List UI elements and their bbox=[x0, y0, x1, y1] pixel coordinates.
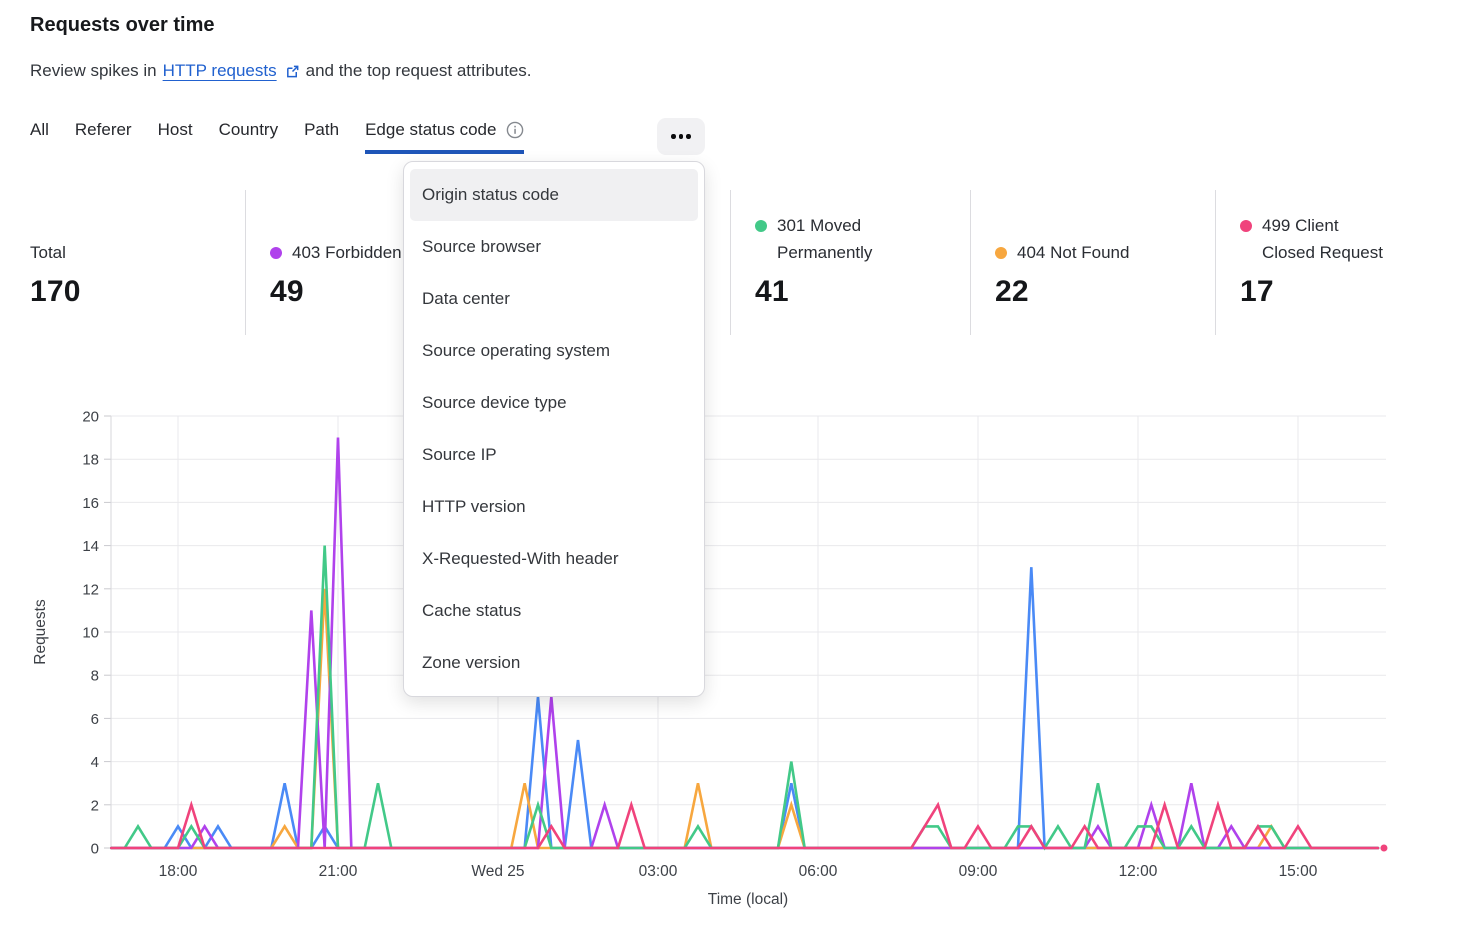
menu-item-zone-version[interactable]: Zone version bbox=[422, 653, 521, 672]
svg-text:6: 6 bbox=[91, 711, 99, 728]
subtitle: Review spikes in HTTP requests and the t… bbox=[30, 61, 532, 81]
svg-text:09:00: 09:00 bbox=[959, 863, 998, 880]
menu-item-origin-status-code[interactable]: Origin status code bbox=[410, 169, 698, 221]
requests-chart: 0 2 4 6 8 10 12 14 16 18 20 18:00 21:00 Wed 25 03:00 06… bbox=[0, 392, 1458, 937]
svg-text:06:00: 06:00 bbox=[799, 863, 838, 880]
svg-text:2: 2 bbox=[91, 797, 99, 814]
stat-value: 49 bbox=[270, 275, 304, 308]
svg-text:16: 16 bbox=[82, 495, 99, 512]
http-requests-link[interactable]: HTTP requests bbox=[162, 61, 277, 80]
svg-text:14: 14 bbox=[82, 538, 99, 555]
menu-item-source-device-type[interactable]: Source device type bbox=[422, 393, 567, 412]
stat-value: 41 bbox=[755, 275, 789, 308]
stat-label: 404 Not Found bbox=[995, 240, 1205, 266]
legend-dot bbox=[755, 220, 767, 233]
svg-text:18: 18 bbox=[82, 452, 99, 469]
stat-label: Total bbox=[30, 242, 66, 262]
stat-404-not-found: 404 Not Found 22 bbox=[970, 190, 1215, 335]
menu-item-source-ip[interactable]: Source IP bbox=[422, 445, 497, 464]
svg-text:Requests: Requests bbox=[32, 599, 49, 665]
stat-403-forbidden: 403 Forbidden 49 bbox=[245, 190, 730, 335]
svg-text:12: 12 bbox=[82, 581, 99, 598]
menu-item-x-requested-with-header[interactable]: X-Requested-With header bbox=[422, 549, 619, 568]
stat-499-client: 499 Client Closed Request 17 bbox=[1215, 190, 1458, 335]
svg-text:20: 20 bbox=[82, 409, 99, 426]
tab-host[interactable]: Host bbox=[157, 120, 193, 139]
stat-label: 499 Client Closed Request bbox=[1240, 213, 1448, 266]
svg-text:4: 4 bbox=[91, 754, 99, 771]
svg-text:10: 10 bbox=[82, 625, 99, 642]
menu-item-http-version[interactable]: HTTP version bbox=[422, 497, 526, 516]
tab-path[interactable]: Path bbox=[304, 120, 340, 139]
page-title: Requests over time bbox=[30, 14, 215, 36]
menu-item-data-center[interactable]: Data center bbox=[422, 289, 510, 308]
tab-referer[interactable]: Referer bbox=[74, 120, 132, 139]
svg-text:0: 0 bbox=[91, 841, 99, 858]
tab-edge-status-code[interactable]: Edge status code bbox=[365, 120, 525, 154]
stat-value: 22 bbox=[995, 275, 1029, 308]
ellipsis-icon bbox=[671, 134, 676, 139]
svg-text:Time (local): Time (local) bbox=[708, 891, 788, 908]
legend-dot bbox=[995, 246, 1007, 259]
svg-text:03:00: 03:00 bbox=[639, 863, 678, 880]
line-chart-svg: 0 2 4 6 8 10 12 14 16 18 20 18:00 21:00 Wed 25 03:00 06… bbox=[32, 409, 1388, 908]
subtitle-prefix: Review spikes in bbox=[30, 61, 157, 80]
stat-value: 17 bbox=[1240, 275, 1274, 308]
svg-text:21:00: 21:00 bbox=[319, 863, 358, 880]
menu-item-source-browser[interactable]: Source browser bbox=[422, 237, 542, 256]
svg-text:Wed 25: Wed 25 bbox=[471, 863, 524, 880]
svg-text:15:00: 15:00 bbox=[1279, 863, 1318, 880]
summary-stats-row: Total 170 403 Forbidden 49 301 Moved Permanen… bbox=[0, 190, 1458, 335]
svg-text:12:00: 12:00 bbox=[1119, 863, 1158, 880]
info-icon[interactable] bbox=[506, 121, 524, 139]
external-link-icon bbox=[285, 64, 300, 79]
svg-text:18:00: 18:00 bbox=[159, 863, 198, 880]
menu-item-source-operating-system[interactable]: Source operating system bbox=[422, 341, 611, 360]
tab-all[interactable]: All bbox=[30, 120, 49, 139]
stat-301-moved: 301 Moved Permanently 41 bbox=[730, 190, 970, 335]
svg-text:8: 8 bbox=[91, 668, 99, 685]
stat-label: 403 Forbidden bbox=[270, 240, 720, 266]
attribute-tabs: All Referer Host Country Path Edge status cod… bbox=[30, 120, 525, 154]
tab-country[interactable]: Country bbox=[218, 120, 279, 139]
legend-dot bbox=[1240, 220, 1252, 233]
subtitle-suffix: and the top request attributes. bbox=[305, 61, 532, 80]
stat-label: 301 Moved Permanently bbox=[755, 213, 960, 266]
stat-value: 170 bbox=[30, 275, 81, 308]
attribute-dropdown-menu: Origin status code Source browser Data cen… bbox=[403, 161, 705, 697]
stat-total: Total 170 bbox=[0, 190, 245, 335]
legend-dot bbox=[270, 246, 282, 259]
menu-item-cache-status[interactable]: Cache status bbox=[422, 601, 522, 620]
more-tabs-button[interactable] bbox=[657, 118, 705, 155]
